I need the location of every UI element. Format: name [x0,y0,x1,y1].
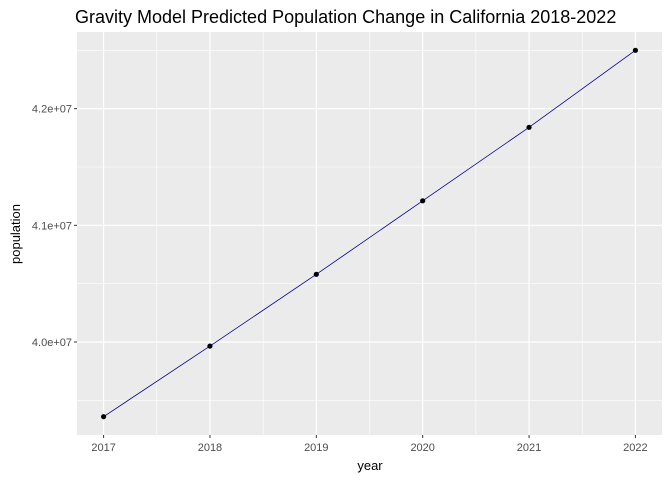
chart-title: Gravity Model Predicted Population Chang… [75,7,616,27]
major-gridlines-y [77,108,662,343]
data-point [207,343,213,349]
x-tick-label: 2020 [410,442,434,454]
x-tick-label: 2017 [91,442,115,454]
y-tick-label: 4.2e+07 [32,104,72,116]
x-tick-label: 2018 [198,442,222,454]
data-point [420,198,426,204]
minor-gridlines-x [156,32,583,435]
y-axis-label: population [8,204,23,264]
y-axis: 4.0e+07 4.1e+07 4.2e+07 [32,104,77,349]
y-tick-label: 4.1e+07 [32,220,72,232]
data-point [313,271,319,277]
data-point [100,414,107,420]
x-tick-label: 2021 [517,442,541,454]
data-point [526,124,532,130]
major-gridlines-x [102,32,637,435]
y-tick-label: 4.0e+07 [32,337,72,349]
data-point [632,47,639,53]
x-tick-label: 2019 [304,442,328,454]
series-lines [103,49,636,418]
series-line [103,49,636,418]
x-axis: 2017 2018 2019 2020 2021 2022 [91,435,648,454]
x-axis-label: year [357,458,383,473]
series-points [100,47,639,420]
x-tick-label: 2022 [623,442,647,454]
